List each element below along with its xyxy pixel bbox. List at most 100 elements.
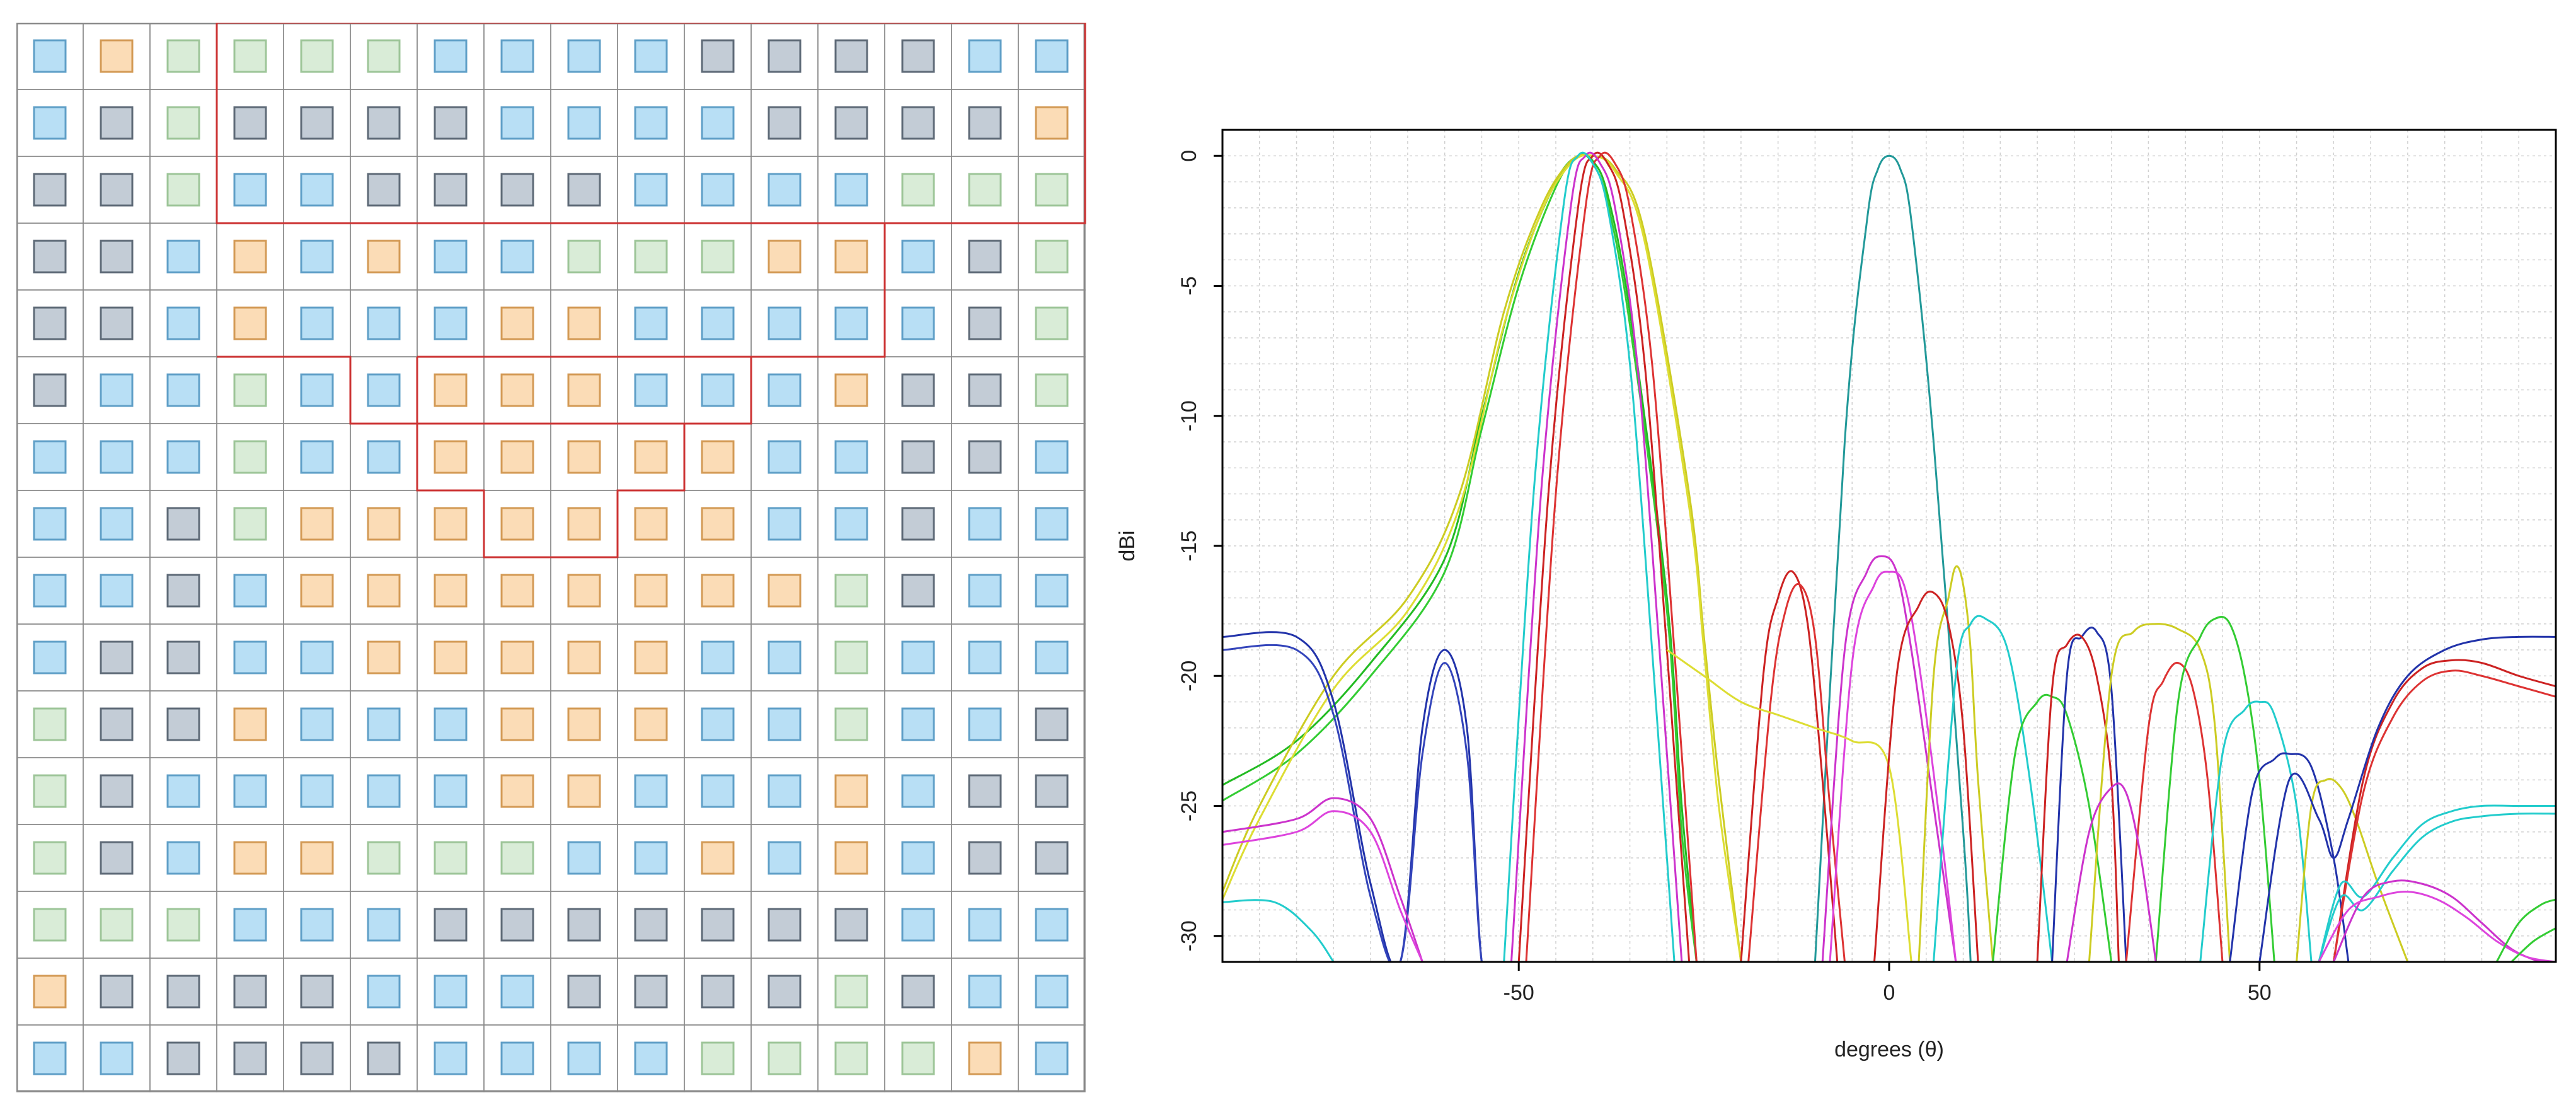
antenna-element-blue — [33, 574, 67, 608]
antenna-element-gray — [367, 1041, 401, 1075]
antenna-element-blue — [1035, 507, 1069, 541]
antenna-element-orange — [500, 373, 534, 407]
antenna-element-gray — [233, 1041, 267, 1075]
antenna-element-gray — [968, 240, 1002, 274]
series-line-beam-24 — [2051, 627, 2127, 962]
antenna-element-gray — [834, 908, 868, 942]
antenna-element-blue — [300, 774, 334, 808]
antenna-element-orange — [500, 306, 534, 340]
antenna-element-blue — [834, 507, 868, 541]
series-line-beam-26 — [2125, 662, 2224, 962]
antenna-element-orange — [701, 440, 735, 474]
antenna-element-gray — [968, 106, 1002, 140]
series-line-beam-7 — [1510, 151, 1683, 962]
antenna-element-gray — [166, 975, 200, 1009]
antenna-element-green — [500, 841, 534, 875]
antenna-element-gray — [434, 908, 468, 942]
antenna-element-gray — [100, 173, 134, 207]
antenna-element-gray — [166, 640, 200, 674]
antenna-element-orange — [500, 574, 534, 608]
antenna-element-blue — [300, 440, 334, 474]
antenna-element-gray — [968, 841, 1002, 875]
antenna-element-orange — [634, 640, 668, 674]
x-axis-label: degrees (θ) — [1834, 1038, 1944, 1062]
antenna-element-blue — [634, 106, 668, 140]
series-line-beam-41 — [2510, 927, 2556, 962]
antenna-element-gray — [166, 707, 200, 741]
antenna-element-orange — [834, 774, 868, 808]
series-line-beam-39 — [2318, 891, 2556, 962]
antenna-element-orange — [500, 774, 534, 808]
antenna-element-blue — [166, 373, 200, 407]
antenna-element-blue — [901, 640, 935, 674]
series-line-beam-17 — [1821, 555, 1957, 962]
y-tick-label: -5 — [1177, 276, 1201, 295]
antenna-element-gray — [567, 173, 601, 207]
antenna-element-blue — [233, 574, 267, 608]
antenna-element-green — [901, 1041, 935, 1075]
antenna-element-blue — [1035, 640, 1069, 674]
antenna-element-blue — [834, 306, 868, 340]
antenna-element-blue — [768, 841, 802, 875]
antenna-element-green — [634, 240, 668, 274]
antenna-element-blue — [500, 975, 534, 1009]
antenna-element-orange — [834, 841, 868, 875]
y-tick-label: -30 — [1177, 920, 1201, 951]
antenna-element-blue — [701, 373, 735, 407]
antenna-element-blue — [300, 640, 334, 674]
antenna-element-blue — [634, 373, 668, 407]
antenna-element-blue — [367, 975, 401, 1009]
antenna-element-green — [166, 39, 200, 73]
antenna-element-blue — [367, 306, 401, 340]
antenna-element-blue — [768, 173, 802, 207]
antenna-element-blue — [367, 440, 401, 474]
y-tick-label: -25 — [1177, 790, 1201, 821]
y-axis-label: dBi — [1115, 530, 1139, 561]
antenna-element-gray — [300, 1041, 334, 1075]
antenna-element-blue — [33, 507, 67, 541]
antenna-element-blue — [434, 39, 468, 73]
x-tick-label: 0 — [1883, 981, 1895, 1005]
antenna-element-blue — [367, 908, 401, 942]
antenna-element-orange — [701, 574, 735, 608]
antenna-element-orange — [434, 574, 468, 608]
antenna-element-blue — [834, 173, 868, 207]
series-line-beam-8 — [1503, 151, 1676, 962]
antenna-element-orange — [233, 707, 267, 741]
antenna-element-blue — [701, 774, 735, 808]
antenna-element-gray — [701, 975, 735, 1009]
antenna-element-orange — [567, 373, 601, 407]
antenna-element-blue — [634, 39, 668, 73]
antenna-element-orange — [434, 373, 468, 407]
antenna-element-orange — [634, 574, 668, 608]
antenna-element-blue — [166, 841, 200, 875]
antenna-element-orange — [567, 574, 601, 608]
antenna-element-green — [1035, 240, 1069, 274]
antenna-element-gray — [367, 106, 401, 140]
antenna-element-blue — [1035, 1041, 1069, 1075]
antenna-element-blue — [634, 774, 668, 808]
series-line-beam-34 — [2332, 669, 2556, 962]
antenna-element-orange — [500, 640, 534, 674]
antenna-element-blue — [968, 574, 1002, 608]
antenna-element-blue — [166, 440, 200, 474]
antenna-element-green — [701, 240, 735, 274]
antenna-element-blue — [434, 306, 468, 340]
tile-array-panel — [16, 23, 1089, 1096]
antenna-element-blue — [968, 640, 1002, 674]
antenna-element-orange — [434, 440, 468, 474]
series-line-beam-32 — [2296, 778, 2409, 962]
antenna-element-blue — [500, 106, 534, 140]
antenna-element-gray — [367, 173, 401, 207]
antenna-element-gray — [233, 975, 267, 1009]
antenna-element-blue — [968, 39, 1002, 73]
series-line-beam-11 — [1222, 797, 1423, 962]
antenna-element-green — [834, 640, 868, 674]
antenna-element-blue — [500, 39, 534, 73]
antenna-element-orange — [367, 507, 401, 541]
antenna-element-blue — [701, 306, 735, 340]
antenna-element-blue — [233, 173, 267, 207]
antenna-element-blue — [968, 975, 1002, 1009]
series-line-beam-27 — [2088, 623, 2231, 962]
y-tick-label: -10 — [1177, 400, 1201, 431]
